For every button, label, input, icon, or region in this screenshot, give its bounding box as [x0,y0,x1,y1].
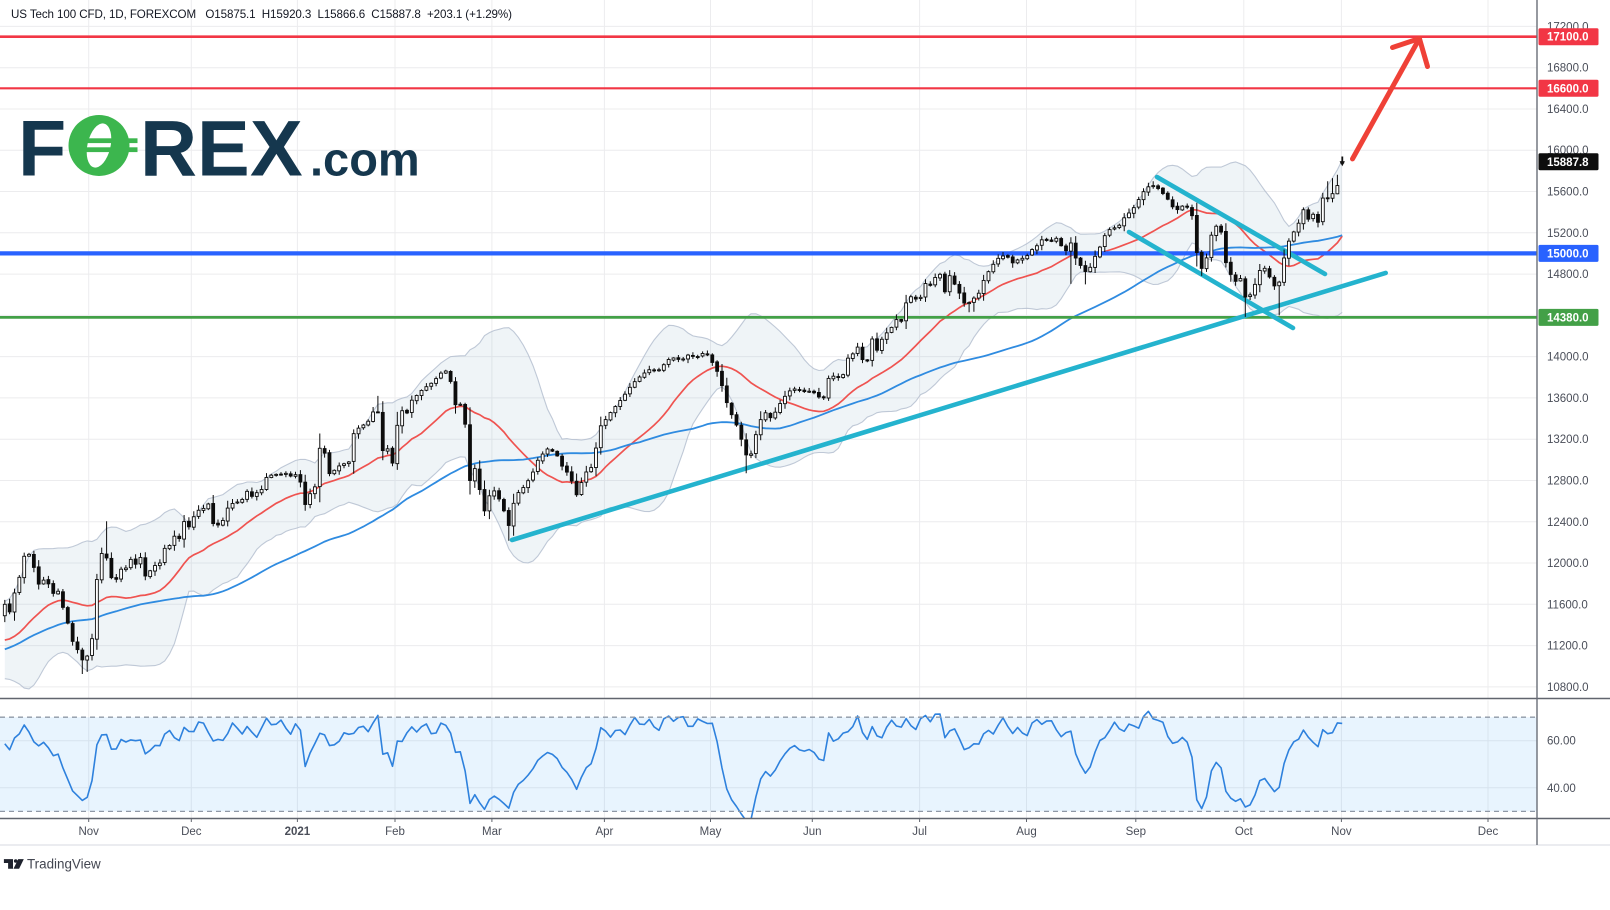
svg-text:15000.0: 15000.0 [1547,248,1589,260]
svg-text:2021: 2021 [285,826,311,838]
svg-text:Dec: Dec [1478,826,1499,838]
svg-text:16400.0: 16400.0 [1547,104,1589,116]
svg-text:E: E [197,104,250,193]
svg-text:10800.0: 10800.0 [1547,682,1589,694]
svg-text:15887.8: 15887.8 [1547,157,1589,169]
svg-text:Aug: Aug [1016,826,1036,838]
svg-text:X: X [250,104,303,193]
svg-text:TradingView: TradingView [27,857,101,872]
svg-text:Oct: Oct [1235,826,1254,838]
svg-text:Apr: Apr [595,826,613,838]
svg-text:14800.0: 14800.0 [1547,269,1589,281]
svg-text:11600.0: 11600.0 [1547,599,1588,611]
svg-text:14000.0: 14000.0 [1547,352,1589,364]
svg-text:May: May [700,826,722,838]
svg-text:13200.0: 13200.0 [1547,434,1589,446]
svg-text:14380.0: 14380.0 [1547,312,1589,324]
svg-text:17100.0: 17100.0 [1547,32,1589,44]
svg-text:16600.0: 16600.0 [1547,83,1589,95]
svg-text:Feb: Feb [385,826,405,838]
svg-text:R: R [140,104,197,193]
svg-text:12400.0: 12400.0 [1547,517,1589,529]
svg-text:Jun: Jun [803,826,822,838]
svg-text:Nov: Nov [78,826,99,838]
svg-text:Jul: Jul [912,826,927,838]
svg-text:13600.0: 13600.0 [1547,393,1589,405]
svg-text:11200.0: 11200.0 [1547,641,1588,653]
svg-text:Nov: Nov [1331,826,1352,838]
svg-text:60.00: 60.00 [1547,736,1576,748]
svg-text:F: F [18,104,66,193]
svg-text:US Tech 100 CFD, 1D, FOREXCOM: US Tech 100 CFD, 1D, FOREXCOM O15875.1 H… [11,8,512,21]
svg-text:40.00: 40.00 [1547,783,1576,795]
svg-text:12800.0: 12800.0 [1547,476,1589,488]
svg-text:Dec: Dec [181,826,202,838]
svg-text:15200.0: 15200.0 [1547,228,1589,240]
svg-text:12000.0: 12000.0 [1547,558,1589,570]
svg-text:16800.0: 16800.0 [1547,63,1589,75]
svg-text:Mar: Mar [482,826,502,838]
svg-text:.com: .com [310,133,420,186]
svg-text:Sep: Sep [1126,826,1146,838]
svg-text:15600.0: 15600.0 [1547,187,1589,199]
